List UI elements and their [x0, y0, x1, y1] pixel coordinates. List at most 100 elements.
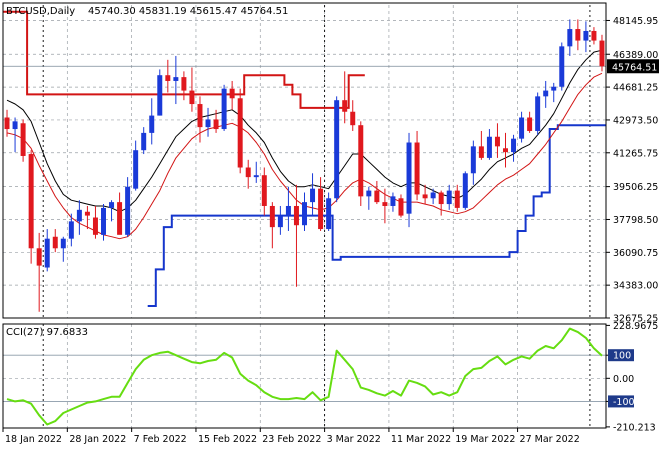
price-pane-frame — [2, 2, 607, 319]
price-tick-label: 32675.25 — [613, 314, 658, 325]
price-tick-label: 34383.00 — [613, 281, 658, 292]
candle-body — [559, 46, 565, 87]
candle-body — [302, 202, 307, 226]
cci-pane-frame — [2, 323, 607, 429]
candle-body — [269, 205, 275, 228]
candle-body — [599, 40, 605, 67]
candle-body — [310, 188, 316, 203]
candle-body — [52, 236, 58, 249]
candle-body — [253, 175, 259, 178]
candle-body — [189, 90, 195, 105]
candle-body — [76, 209, 82, 222]
candle-body — [20, 123, 26, 156]
candle-body — [398, 198, 404, 216]
candle-body — [478, 146, 484, 158]
candle-body — [101, 207, 106, 235]
price-tick-label: 48145.95 — [613, 16, 658, 27]
cci-tick-label: 0.00 — [613, 374, 634, 385]
candle-body — [12, 121, 18, 130]
cci-tick-label: -210.213 — [613, 422, 656, 433]
candle-body — [350, 111, 356, 126]
candlestick-series — [4, 19, 605, 312]
channel-low-line — [147, 124, 606, 307]
candle-body — [430, 192, 436, 199]
candle-body — [318, 188, 324, 230]
candle-body — [229, 88, 235, 99]
candle-body — [125, 186, 131, 235]
candle-body — [133, 150, 139, 189]
candle-body — [414, 142, 420, 195]
date-tick-label: 15 Feb 2022 — [198, 434, 257, 445]
time-axis: 18 Jan 2022 28 Jan 2022 7 Feb 2022 15 Feb 2… — [2, 428, 580, 445]
price-tick-label: 37798.50 — [613, 215, 658, 226]
candle-body — [277, 215, 283, 228]
candle-body — [494, 136, 500, 147]
candle-body — [149, 115, 155, 133]
candle-body — [261, 175, 267, 206]
candle-body — [583, 30, 589, 41]
ohlc-readout: 45740.30 45831.19 45615.47 45764.51 — [88, 6, 288, 17]
candle-body — [68, 221, 74, 239]
cci-axis: 228.9675 100 0.00 -100 -210.213 — [606, 321, 658, 433]
candle-body — [486, 136, 492, 158]
candle-body — [470, 146, 476, 174]
candle-body — [358, 125, 364, 197]
candle-body — [438, 192, 444, 205]
cci-series — [6, 327, 603, 426]
price-tick-label: 44681.25 — [613, 83, 658, 94]
fast-ma-line — [6, 49, 603, 213]
candle-body — [366, 190, 372, 197]
candle-body — [141, 132, 147, 151]
candle-body — [519, 117, 525, 139]
candle-body — [446, 190, 452, 205]
candle-body — [342, 100, 348, 112]
candle-body — [382, 202, 388, 206]
price-tick-label: 41265.75 — [613, 148, 658, 159]
price-tick-label: 39506.25 — [613, 182, 658, 193]
channel-high-line — [3, 10, 365, 109]
candle-body — [173, 77, 179, 81]
symbol-label: BTCUSD,Daily — [6, 6, 75, 17]
candle-body — [44, 238, 50, 268]
candle-body — [117, 202, 123, 235]
candle-body — [454, 190, 460, 208]
candle-body — [543, 90, 549, 97]
candle-body — [511, 138, 517, 153]
main-grid — [2, 5, 606, 319]
candle-body — [181, 77, 187, 91]
candle-body — [422, 194, 428, 199]
candle-body — [92, 217, 98, 235]
candle-body — [221, 88, 227, 130]
candle-body — [462, 173, 468, 208]
candle-body — [213, 119, 219, 130]
candle-body — [60, 238, 66, 249]
candle-body — [334, 100, 340, 199]
date-tick-label: 28 Jan 2022 — [69, 434, 126, 445]
candle-body — [406, 142, 412, 214]
date-tick-label: 23 Feb 2022 — [262, 434, 321, 445]
candle-body — [575, 29, 581, 41]
cci-grid — [2, 324, 606, 428]
cci-level-tag — [608, 395, 634, 408]
date-tick-label: 3 Mar 2022 — [327, 434, 381, 445]
candle-body — [326, 198, 332, 230]
cci-label: CCI(27) 97.6833 — [6, 327, 88, 338]
candle-body — [197, 104, 203, 128]
candle-body — [28, 154, 34, 249]
candle-body — [165, 75, 171, 81]
main-indicator-lines — [3, 10, 606, 307]
candle-body — [551, 86, 557, 91]
price-tick-label: 46389.00 — [613, 50, 658, 61]
candle-body — [84, 211, 90, 216]
candle-body — [567, 29, 573, 47]
candle-body — [390, 196, 396, 206]
candle-body — [535, 96, 541, 131]
cci-level-tag — [608, 349, 634, 362]
price-tick-label: 42973.50 — [613, 115, 658, 126]
candle-body — [237, 98, 243, 168]
cci-line — [6, 327, 603, 426]
candle-body — [109, 202, 115, 208]
candle-body — [205, 119, 211, 128]
candle-body — [245, 167, 251, 178]
